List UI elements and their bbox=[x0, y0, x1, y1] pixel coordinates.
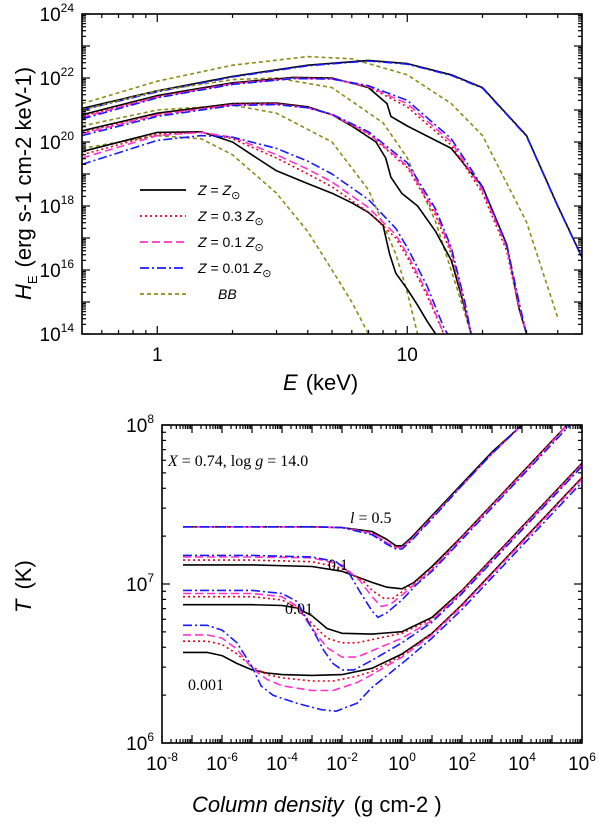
legend-item-solar: Z = Z⊙ bbox=[140, 182, 240, 202]
series-z-0-01-l-0-1 bbox=[82, 77, 528, 334]
series-z-0-01-l-0-1 bbox=[183, 425, 571, 619]
panel-bottom-temperature: 106 107 108 10-8 10-6 10-4 10-2 100 102 104 106 X… bbox=[11, 412, 596, 817]
series-z-zsun-l-0-001 bbox=[82, 131, 437, 334]
x-tick-label: 104 bbox=[508, 750, 536, 775]
legend-item-z01: Z = 0.1 Z⊙ bbox=[140, 234, 264, 254]
bottom-series-group bbox=[183, 425, 582, 712]
top-y-tick-labels: 1014 1016 1018 1020 1022 1024 bbox=[40, 1, 75, 346]
top-ticks bbox=[81, 13, 583, 335]
y-tick-label: 1018 bbox=[40, 193, 75, 218]
y-tick-label: 1024 bbox=[40, 1, 75, 26]
bottom-plot-frame bbox=[161, 424, 583, 744]
legend: Z = Z⊙ Z = 0.3 Z⊙ Z = 0.1 Z⊙ Z = 0.01 Z⊙… bbox=[140, 182, 271, 302]
annotation-params: X = 0.74, log g = 14.0 bbox=[167, 453, 308, 470]
series-z-zsun-l-0-5 bbox=[82, 59, 582, 258]
annotation-l-001: 0.01 bbox=[285, 601, 313, 618]
y-tick-label: 1022 bbox=[40, 65, 75, 90]
panel-top-spectra: 1014 1016 1018 1020 1022 1024 1 10 Z = Z⊙ Z = … bbox=[11, 1, 583, 395]
series-z-0-1-l-0-1 bbox=[183, 425, 568, 608]
series-z-zsun-l-0-01 bbox=[82, 102, 472, 334]
top-series-group bbox=[82, 55, 582, 334]
series-z-0-01-l-0-5 bbox=[82, 60, 582, 259]
y-tick-label: 107 bbox=[126, 571, 154, 596]
x-tick-label: 100 bbox=[388, 750, 416, 775]
series-z-0-01-l-0-5 bbox=[183, 425, 523, 550]
bottom-x-tick-labels: 10-8 10-6 10-4 10-2 100 102 104 106 bbox=[146, 750, 596, 775]
bottom-x-axis-title: Column density (g cm-2 ) bbox=[192, 792, 442, 817]
y-tick-label: 108 bbox=[126, 412, 154, 437]
series-z-0-3-l-0-01 bbox=[82, 102, 472, 334]
x-tick-label: 10-6 bbox=[206, 750, 238, 775]
top-x-axis-title: E (keV) bbox=[283, 370, 358, 395]
series-bb-l-0-001 bbox=[82, 134, 370, 334]
annotation-l-01: 0.1 bbox=[328, 557, 348, 574]
x-tick-label: 102 bbox=[448, 750, 476, 775]
series-z-zsun-l-0-01 bbox=[183, 462, 582, 635]
bottom-y-tick-labels: 106 107 108 bbox=[126, 412, 154, 755]
x-tick-label: 10 bbox=[397, 345, 418, 366]
series-z-zsun-l-0-1 bbox=[183, 425, 568, 590]
series-bb-l-0-01 bbox=[82, 104, 419, 334]
series-z-0-3-l-0-1 bbox=[183, 425, 568, 600]
legend-label-z001: Z = 0.01 Z⊙ bbox=[197, 260, 271, 280]
series-z-0-1-l-0-01 bbox=[183, 464, 582, 658]
top-y-axis-title: HE(erg s-1 cm-2 keV-1) bbox=[11, 67, 40, 300]
legend-label-z03: Z = 0.3 Z⊙ bbox=[197, 208, 264, 228]
x-tick-label: 10-8 bbox=[146, 750, 178, 775]
series-z-0-01-l-0-001 bbox=[82, 134, 449, 334]
y-tick-label: 1020 bbox=[40, 129, 75, 154]
x-tick-label: 10-2 bbox=[326, 750, 358, 775]
series-z-0-1-l-0-1 bbox=[82, 77, 528, 334]
series-z-0-01-l-0-001 bbox=[183, 481, 582, 712]
series-z-0-1-l-0-01 bbox=[82, 103, 472, 334]
legend-label-bb: BB bbox=[218, 286, 237, 302]
series-bb-l-0-1 bbox=[82, 77, 472, 334]
series-z-0-01-l-0-01 bbox=[82, 103, 472, 334]
top-x-tick-labels: 1 10 bbox=[152, 345, 418, 366]
series-z-0-1-l-0-001 bbox=[183, 478, 582, 692]
series-bb-l-0-5 bbox=[82, 55, 559, 319]
series-z-0-3-l-0-01 bbox=[183, 462, 582, 644]
legend-item-bb: BB bbox=[140, 286, 237, 302]
x-tick-label: 1 bbox=[152, 345, 163, 366]
x-tick-label: 106 bbox=[568, 750, 596, 775]
annotation-l-05: l = 0.5 bbox=[350, 510, 391, 527]
annotation-l-0001: 0.001 bbox=[188, 677, 224, 694]
legend-label-solar: Z = Z⊙ bbox=[197, 182, 240, 202]
bottom-y-axis-title: T(K) bbox=[11, 560, 36, 613]
series-z-0-3-l-0-001 bbox=[82, 131, 445, 334]
svg-text:HE(erg s-1 cm-2 keV-1): HE(erg s-1 cm-2 keV-1) bbox=[11, 67, 40, 300]
y-tick-label: 1014 bbox=[40, 321, 75, 346]
series-z-0-3-l-0-1 bbox=[82, 77, 528, 334]
x-tick-label: 10-4 bbox=[266, 750, 298, 775]
svg-text:T(K): T(K) bbox=[11, 560, 36, 613]
series-z-0-01-l-0-01 bbox=[183, 465, 582, 671]
y-tick-label: 106 bbox=[126, 730, 154, 755]
y-tick-label: 1016 bbox=[40, 257, 75, 282]
series-z-0-3-l-0-001 bbox=[183, 476, 582, 682]
legend-item-z03: Z = 0.3 Z⊙ bbox=[140, 208, 264, 228]
bottom-ticks bbox=[161, 424, 583, 744]
legend-item-z001: Z = 0.01 Z⊙ bbox=[140, 260, 271, 280]
series-z-0-1-l-0-001 bbox=[82, 131, 445, 334]
legend-label-z01: Z = 0.1 Z⊙ bbox=[197, 234, 264, 254]
